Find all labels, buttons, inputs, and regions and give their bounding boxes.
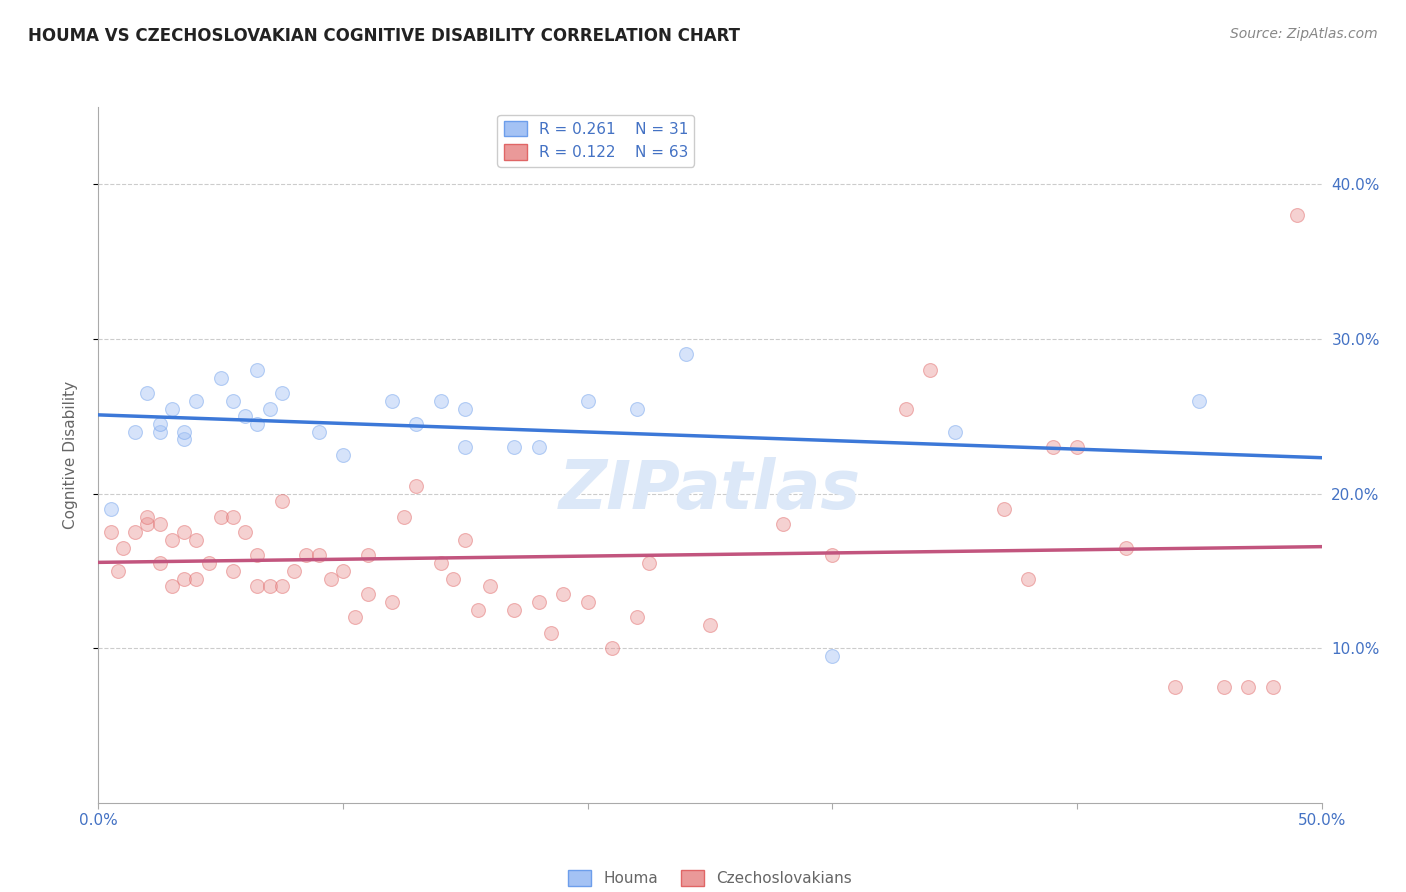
Text: ZIPatlas: ZIPatlas [560, 457, 860, 523]
Text: HOUMA VS CZECHOSLOVAKIAN COGNITIVE DISABILITY CORRELATION CHART: HOUMA VS CZECHOSLOVAKIAN COGNITIVE DISAB… [28, 27, 740, 45]
Point [943, 425, 966, 439]
Point [160, 533, 183, 547]
Point [503, 602, 526, 616]
Point [186, 393, 208, 408]
Point [478, 579, 501, 593]
Point [356, 549, 378, 563]
Point [626, 401, 648, 416]
Point [197, 556, 219, 570]
Point [1212, 680, 1234, 694]
Point [246, 549, 269, 563]
Point [1188, 393, 1211, 408]
Point [920, 363, 942, 377]
Point [173, 572, 195, 586]
Point [772, 517, 794, 532]
Point [186, 533, 208, 547]
Point [821, 549, 844, 563]
Point [136, 517, 159, 532]
Point [332, 564, 354, 578]
Point [576, 595, 599, 609]
Point [430, 556, 453, 570]
Point [405, 417, 427, 431]
Point [107, 564, 129, 578]
Point [993, 502, 1015, 516]
Point [308, 425, 330, 439]
Point [1042, 440, 1064, 454]
Legend: Houma, Czechoslovakians: Houma, Czechoslovakians [562, 864, 858, 892]
Point [527, 440, 550, 454]
Point [173, 525, 195, 540]
Point [1261, 680, 1284, 694]
Point [454, 401, 477, 416]
Point [173, 433, 195, 447]
Point [209, 509, 232, 524]
Y-axis label: Cognitive Disability: Cognitive Disability [63, 381, 77, 529]
Point [454, 533, 477, 547]
Point [1017, 572, 1039, 586]
Point [149, 425, 172, 439]
Point [124, 525, 146, 540]
Point [467, 602, 489, 616]
Point [222, 393, 245, 408]
Point [222, 509, 245, 524]
Point [894, 401, 917, 416]
Point [454, 440, 477, 454]
Point [270, 386, 294, 401]
Point [405, 479, 427, 493]
Point [344, 610, 367, 624]
Point [246, 417, 269, 431]
Point [295, 549, 318, 563]
Point [319, 572, 342, 586]
Point [149, 517, 172, 532]
Point [381, 393, 404, 408]
Point [1237, 680, 1260, 694]
Point [1286, 208, 1309, 222]
Point [638, 556, 661, 570]
Point [270, 494, 294, 508]
Point [553, 587, 575, 601]
Point [233, 409, 256, 424]
Point [124, 425, 146, 439]
Point [186, 572, 208, 586]
Point [1066, 440, 1088, 454]
Point [173, 425, 195, 439]
Point [111, 541, 134, 555]
Point [308, 549, 330, 563]
Point [222, 564, 245, 578]
Point [540, 625, 562, 640]
Point [699, 618, 721, 632]
Point [149, 417, 172, 431]
Point [100, 502, 122, 516]
Point [136, 509, 159, 524]
Point [576, 393, 599, 408]
Point [270, 579, 294, 593]
Point [136, 386, 159, 401]
Point [821, 648, 844, 663]
Point [283, 564, 305, 578]
Point [160, 401, 183, 416]
Point [246, 363, 269, 377]
Point [259, 401, 281, 416]
Point [1164, 680, 1187, 694]
Point [600, 641, 623, 656]
Point [1115, 541, 1137, 555]
Point [392, 509, 416, 524]
Point [675, 347, 697, 361]
Point [160, 579, 183, 593]
Point [149, 556, 172, 570]
Point [381, 595, 404, 609]
Point [430, 393, 453, 408]
Point [209, 370, 232, 384]
Point [259, 579, 281, 593]
Point [100, 525, 122, 540]
Text: Source: ZipAtlas.com: Source: ZipAtlas.com [1230, 27, 1378, 41]
Point [503, 440, 526, 454]
Point [356, 587, 378, 601]
Point [233, 525, 256, 540]
Point [626, 610, 648, 624]
Point [332, 448, 354, 462]
Point [441, 572, 464, 586]
Point [527, 595, 550, 609]
Point [246, 579, 269, 593]
